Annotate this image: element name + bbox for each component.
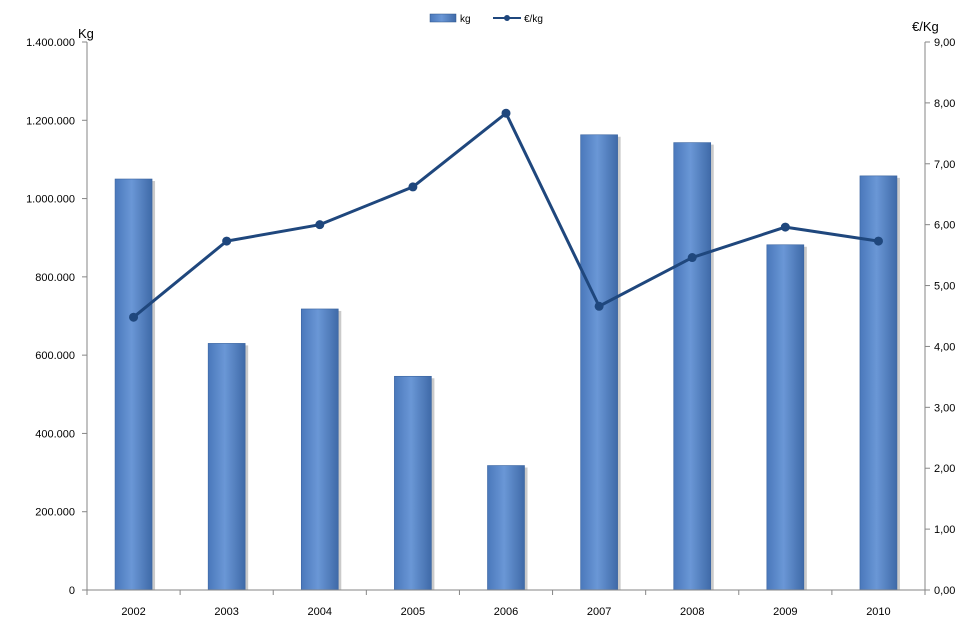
point-eur-kg-2005 xyxy=(408,182,418,192)
x-tick-label: 2005 xyxy=(401,606,425,618)
right-tick-label: 5,00 xyxy=(934,281,955,293)
left-tick-label: 1.000.000 xyxy=(26,194,75,206)
left-tick-label: 200.000 xyxy=(35,507,75,519)
bar-kg-2006 xyxy=(487,465,525,591)
point-eur-kg-2007 xyxy=(594,301,604,311)
bar-series-kg xyxy=(114,134,900,591)
bar-kg-2003 xyxy=(207,343,246,591)
axes xyxy=(86,42,926,591)
x-tick-label: 2006 xyxy=(494,606,518,618)
left-axis-ticks: 0 200.000 400.000 600.000 800.000 1.000.000 1.… xyxy=(26,37,87,597)
right-tick-label: 3,00 xyxy=(934,402,955,414)
right-tick-label: 6,00 xyxy=(934,220,955,232)
x-axis-ticks: 2002 2003 2004 2005 2006 2007 2008 2009 2010 xyxy=(86,590,926,618)
legend-marker-eur-kg xyxy=(504,15,510,21)
left-tick-label: 800.000 xyxy=(35,272,75,284)
right-tick-label: 1,00 xyxy=(934,524,955,536)
right-tick-label: 8,00 xyxy=(934,98,955,110)
legend: kg €/kg xyxy=(429,13,543,25)
x-tick-label: 2010 xyxy=(866,606,890,618)
point-eur-kg-2004 xyxy=(315,220,325,230)
point-eur-kg-2008 xyxy=(687,253,697,263)
x-tick-label: 2004 xyxy=(308,606,332,618)
bar-kg-2007 xyxy=(580,134,618,591)
x-tick-label: 2003 xyxy=(214,606,238,618)
point-eur-kg-2002 xyxy=(129,312,139,322)
line-series-eur-kg xyxy=(129,108,883,322)
right-tick-label: 9,00 xyxy=(934,37,955,49)
legend-label-eur-kg: €/kg xyxy=(524,14,543,25)
point-eur-kg-2010 xyxy=(873,236,883,246)
legend-swatch-kg xyxy=(429,13,457,23)
right-tick-label: 4,00 xyxy=(934,341,955,353)
bar-kg-2008 xyxy=(673,142,712,591)
x-tick-label: 2009 xyxy=(773,606,797,618)
left-tick-label: 400.000 xyxy=(35,428,75,440)
left-tick-label: 1.400.000 xyxy=(26,37,75,49)
x-tick-label: 2008 xyxy=(680,606,704,618)
left-tick-label: 1.200.000 xyxy=(26,115,75,127)
right-axis-ticks: 0,00 1,00 2,00 3,00 4,00 5,00 6,00 7,00 8,00 9,00 xyxy=(925,37,955,597)
right-axis-title: €/Kg xyxy=(912,19,939,34)
bar-kg-2009 xyxy=(766,244,805,591)
point-eur-kg-2009 xyxy=(780,222,790,232)
left-tick-label: 0 xyxy=(69,585,75,597)
bar-kg-2004 xyxy=(300,308,339,591)
right-tick-label: 2,00 xyxy=(934,463,955,475)
point-eur-kg-2003 xyxy=(222,236,232,246)
bar-kg-2005 xyxy=(394,375,432,591)
left-axis-title: Kg xyxy=(78,26,94,41)
bar-kg-2002 xyxy=(114,178,153,591)
legend-label-kg: kg xyxy=(460,14,471,25)
x-tick-label: 2002 xyxy=(121,606,145,618)
right-tick-label: 0,00 xyxy=(934,585,955,597)
point-eur-kg-2006 xyxy=(501,108,511,118)
left-tick-label: 600.000 xyxy=(35,350,75,362)
right-tick-label: 7,00 xyxy=(934,159,955,171)
x-tick-label: 2007 xyxy=(587,606,611,618)
